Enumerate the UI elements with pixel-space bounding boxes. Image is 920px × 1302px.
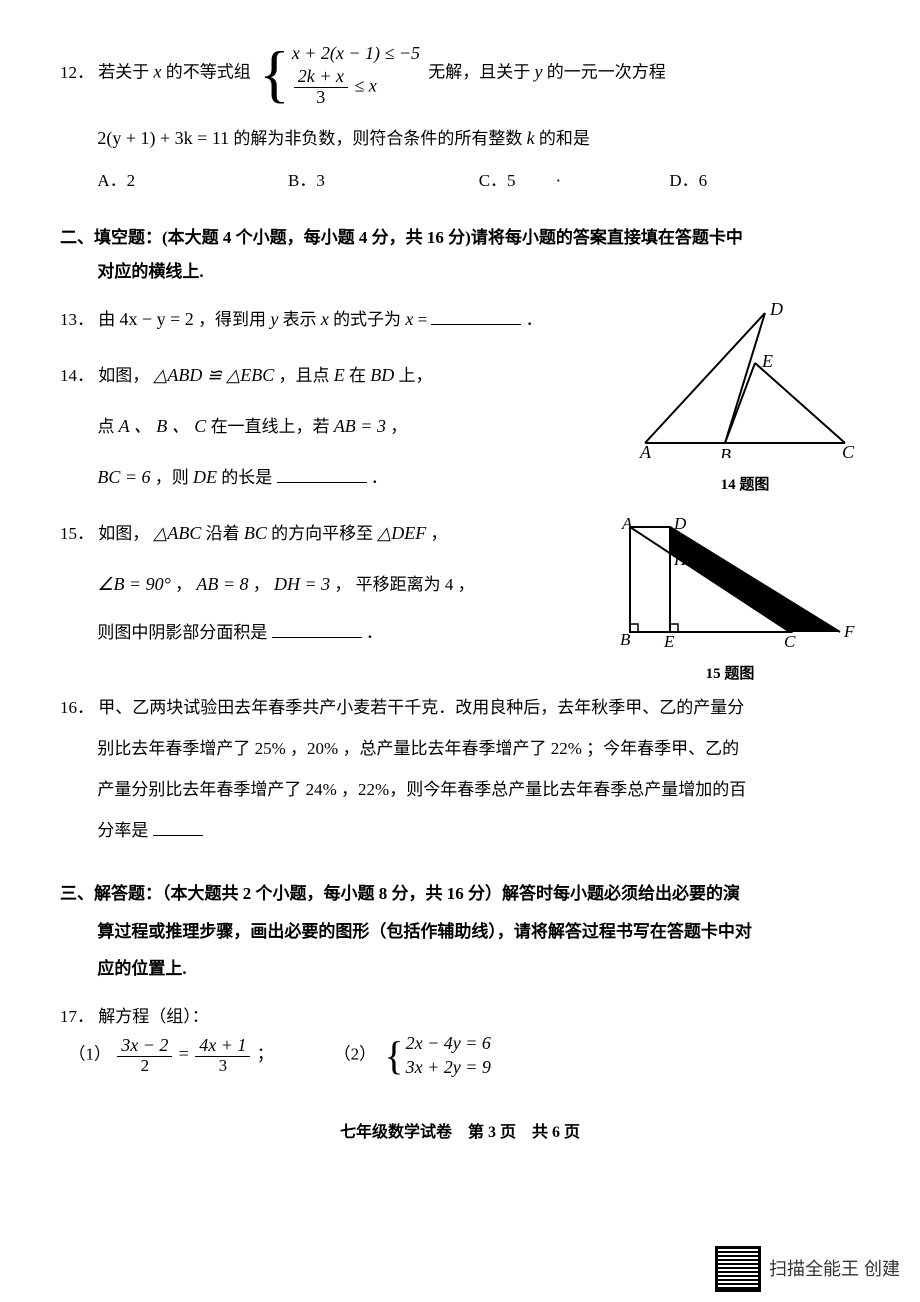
svg-text:B: B	[720, 445, 731, 458]
q12-options: A．2 B．3 C．5· D．6	[97, 166, 860, 197]
section2-line2: 对应的横线上.	[97, 255, 860, 289]
q17-header: 解方程（组）：	[98, 1007, 209, 1026]
watermark: 扫描全能王 创建	[715, 1246, 900, 1292]
q14-ab-expr: AB = 3	[334, 416, 386, 436]
section2-line1: 二、填空题：(本大题 4 个小题，每小题 4 分，共 16 分)请将每小题的答案…	[60, 228, 743, 247]
q14-bc-expr: BC = 6	[97, 467, 150, 487]
q12-opt-b: B．3	[288, 166, 479, 197]
triangle-translate-15-icon: A D H B E C F	[600, 517, 860, 647]
figure-14: A B C D E 14 题图	[630, 303, 860, 499]
q13-blank	[431, 308, 521, 325]
svg-text:A: A	[639, 442, 652, 458]
q12-text-2: 的不等式组	[166, 63, 255, 82]
q14-cong-expr: △ABD ≌ △EBC	[154, 365, 275, 385]
watermark-text: 扫描全能王 创建	[769, 1253, 900, 1285]
q12-frac: 2k + x 3	[294, 67, 348, 108]
left-brace-icon: {	[259, 45, 290, 103]
section-2-header: 二、填空题：(本大题 4 个小题，每小题 4 分，共 16 分)请将每小题的答案…	[60, 221, 860, 289]
q17-parts: （1） 3x − 2 2 = 4x + 1 3 ； （2） { 2x − 4y …	[69, 1032, 861, 1079]
question-14: 14． 如图， △ABD ≌ △EBC ，且点 E 在 BD 上， 点 A 、 …	[60, 359, 614, 493]
q12-var-x: x	[154, 62, 162, 82]
q13-q14-row: 13． 由 4x − y = 2 ，得到用 y 表示 x 的式子为 x = ． …	[60, 303, 860, 517]
svg-text:E: E	[761, 351, 773, 371]
q17-part-1: （1） 3x − 2 2 = 4x + 1 3 ；	[69, 1036, 274, 1075]
question-15: 15． 如图， △ABC 沿着 BC 的方向平移至 △DEF ， ∠B = 90…	[60, 517, 584, 649]
q12-opt-d: D．6	[669, 166, 860, 197]
q12-var-y: y	[535, 62, 543, 82]
figure-14-caption: 14 题图	[630, 472, 860, 499]
question-16: 16． 甲、乙两块试验田去年春季共产小麦若干千克．改用良种后，去年秋季甲、乙的产…	[60, 688, 860, 851]
q12-line1: 12． 若关于 x 的不等式组 { x + 2(x − 1) ≤ −5 2k +…	[60, 40, 860, 108]
left-brace-icon: {	[384, 1038, 403, 1074]
q12-var-k: k	[527, 128, 535, 148]
q17-part-2: （2） { 2x − 4y = 6 3x + 2y = 9	[334, 1032, 495, 1079]
svg-text:A: A	[621, 517, 633, 533]
q12-inequality-system: { x + 2(x − 1) ≤ −5 2k + x 3 ≤ x	[259, 40, 420, 108]
svg-text:C: C	[784, 632, 796, 647]
triangle-diagram-14-icon: A B C D E	[630, 303, 860, 458]
figure-15-caption: 15 题图	[600, 661, 860, 688]
q14-blank	[277, 466, 367, 483]
q14-number: 14．	[60, 361, 94, 392]
svg-text:H: H	[673, 550, 688, 569]
q17-number: 17．	[60, 1002, 94, 1033]
q12-text-3: 无解，且关于	[428, 63, 534, 82]
q15-blank	[272, 621, 362, 638]
q17-p1-frac2: 4x + 1 3	[195, 1036, 250, 1075]
q12-number: 12．	[60, 58, 94, 89]
q12-expr: 2(y + 1) + 3k = 11	[97, 128, 229, 148]
q16-number: 16．	[60, 688, 94, 729]
q13-expr: 4x − y = 2	[120, 309, 194, 329]
svg-text:D: D	[673, 517, 687, 533]
q17-p1-frac1: 3x − 2 2	[117, 1036, 172, 1075]
section3-line2: 算过程或推理步骤，画出必要的图形（包括作辅助线），请将解答过程书写在答题卡中对	[97, 913, 860, 950]
section3-line3: 应的位置上.	[97, 950, 860, 987]
q15-row: 15． 如图， △ABC 沿着 BC 的方向平移至 △DEF ， ∠B = 90…	[60, 517, 860, 688]
q12-sys-line1: x + 2(x − 1) ≤ −5	[292, 40, 420, 67]
q12-frac-den: 3	[312, 88, 329, 108]
section3-line1: 三、解答题：（本大题共 2 个小题，每小题 8 分，共 16 分）解答时每小题必…	[60, 884, 740, 903]
q16-blank	[153, 819, 203, 836]
svg-text:B: B	[620, 630, 631, 647]
question-17: 17． 解方程（组）： （1） 3x − 2 2 = 4x + 1 3 ； （2…	[60, 1002, 860, 1079]
q12-line2-text: 的解为非负数，则符合条件的所有整数	[233, 129, 526, 148]
q13-number: 13．	[60, 305, 94, 336]
q15-number: 15．	[60, 519, 94, 550]
q12-opt-a: A．2	[97, 166, 288, 197]
q12-sys-tail: ≤ x	[354, 75, 376, 95]
svg-text:C: C	[842, 442, 855, 458]
section-3-header: 三、解答题：（本大题共 2 个小题，每小题 8 分，共 16 分）解答时每小题必…	[60, 875, 860, 987]
q12-sys-line2: 2k + x 3 ≤ x	[292, 67, 420, 108]
q12-line2: 2(y + 1) + 3k = 11 的解为非负数，则符合条件的所有整数 k 的…	[97, 122, 860, 155]
question-12: 12． 若关于 x 的不等式组 { x + 2(x − 1) ≤ −5 2k +…	[60, 40, 860, 197]
qr-code-icon	[715, 1246, 761, 1292]
q12-text-4: 的一元一次方程	[547, 63, 666, 82]
question-13: 13． 由 4x − y = 2 ，得到用 y 表示 x 的式子为 x = ．	[60, 303, 614, 336]
svg-text:E: E	[663, 632, 675, 647]
q12-line2-tail: 的和是	[539, 129, 590, 148]
svg-text:F: F	[843, 622, 855, 641]
svg-text:D: D	[769, 303, 783, 319]
page-footer: 七年级数学试卷 第 3 页 共 6 页	[60, 1119, 860, 1148]
q12-frac-num: 2k + x	[294, 67, 348, 88]
q12-opt-c: C．5·	[479, 166, 670, 197]
figure-15: A D H B E C F 15 题图	[600, 517, 860, 688]
q12-text-1: 若关于	[98, 63, 153, 82]
